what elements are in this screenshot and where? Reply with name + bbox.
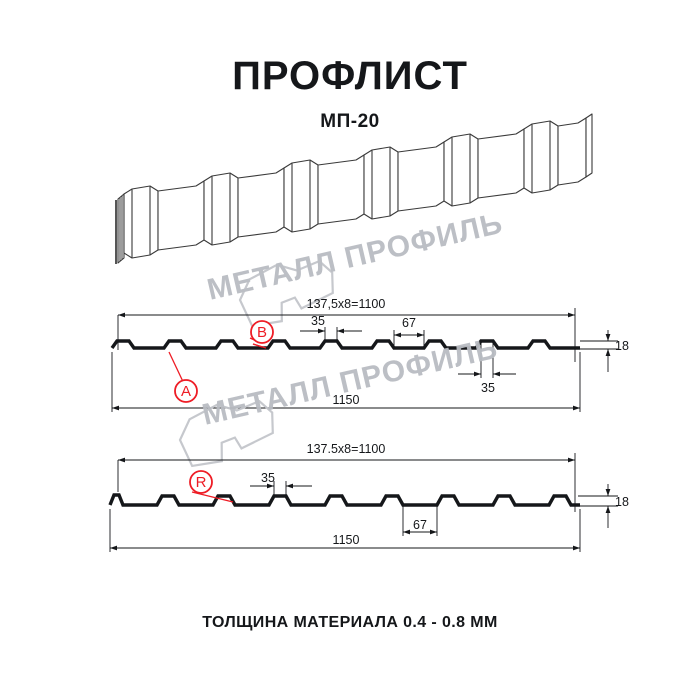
dimension-rib-top-width-lower: [458, 341, 516, 378]
dimension-module-bottom: [117, 453, 576, 512]
corrugation-ribs: [123, 113, 593, 259]
marker-a: A: [168, 351, 198, 403]
dimension-rib-top-width-upper: [300, 327, 362, 341]
title-block: ПРОФЛИСТ МП-20: [0, 52, 700, 136]
marker-r-label: R: [196, 474, 207, 491]
page-title: ПРОФЛИСТ: [232, 54, 468, 98]
marker-b-label: B: [257, 324, 267, 341]
dimension-flat-width-bottom: [402, 505, 438, 536]
page-subtitle: МП-20: [320, 111, 380, 132]
dimension-overall-top-label: 1150: [333, 393, 360, 407]
cross-section-b: 137.5x8=1100 35: [108, 442, 629, 552]
profile-outline-top: [110, 339, 580, 350]
marker-b: B: [249, 320, 274, 349]
dimension-flat-width-top: [393, 330, 425, 348]
marker-r: R: [189, 470, 234, 503]
dimension-height-top: [580, 330, 618, 372]
dimension-rib-top-width-lower-label: 35: [481, 381, 495, 395]
cross-section-a: 137,5x8=1100 35: [110, 297, 629, 412]
dimension-module-bottom-label: 137.5x8=1100: [307, 442, 386, 456]
dimension-overall-bottom: [109, 509, 581, 552]
dimension-rib-top-width-bottom: [250, 481, 312, 496]
dimension-height-bottom-label: 18: [615, 495, 629, 509]
dimension-height-top-label: 18: [615, 339, 629, 353]
marker-a-label: A: [181, 383, 191, 400]
profile-outline-bottom: [108, 493, 580, 507]
sheet-cut-edge: [115, 193, 125, 264]
dimension-overall-top: [111, 352, 581, 412]
dimension-rib-top-width-upper-label: 35: [311, 314, 325, 328]
dimension-rib-top-width-bottom-label: 35: [261, 471, 275, 485]
isometric-profile-sheet: [115, 113, 593, 264]
dimension-flat-width-top-label: 67: [402, 316, 416, 330]
material-thickness-note: ТОЛЩИНА МАТЕРИАЛА 0.4 - 0.8 ММ: [202, 614, 498, 631]
dimension-overall-bottom-label: 1150: [333, 533, 360, 547]
dimension-flat-width-bottom-label: 67: [413, 518, 427, 532]
dimension-module-top-label: 137,5x8=1100: [307, 297, 386, 311]
dimension-module-top: [117, 308, 576, 362]
dimension-height-bottom: [578, 484, 618, 528]
